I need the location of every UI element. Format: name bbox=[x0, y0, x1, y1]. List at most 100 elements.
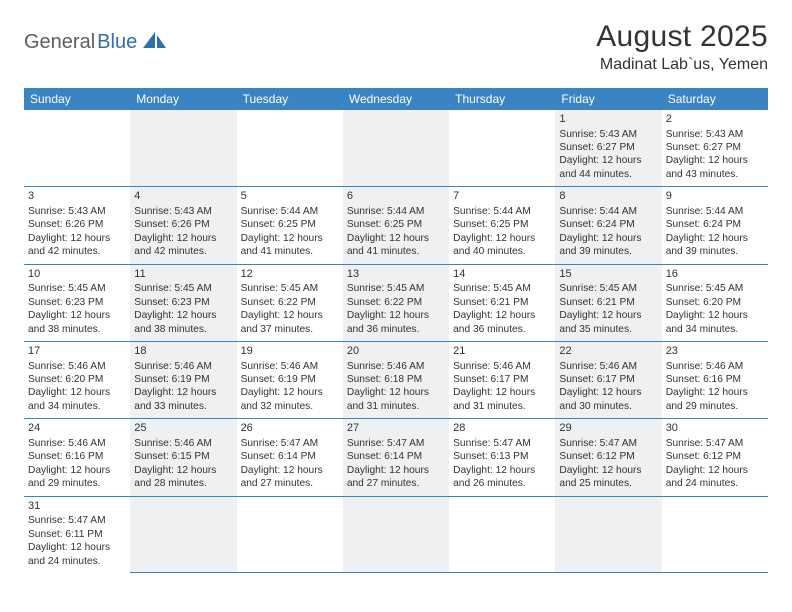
day-info: Sunrise: 5:46 AMSunset: 6:20 PMDaylight:… bbox=[28, 360, 126, 414]
day-info: Sunrise: 5:44 AMSunset: 6:25 PMDaylight:… bbox=[347, 205, 445, 259]
day-number: 11 bbox=[134, 267, 232, 282]
calendar-cell: 20Sunrise: 5:46 AMSunset: 6:18 PMDayligh… bbox=[343, 341, 449, 418]
day-info: Sunrise: 5:45 AMSunset: 6:22 PMDaylight:… bbox=[241, 282, 339, 336]
col-sunday: Sunday bbox=[24, 88, 130, 110]
calendar-cell: 4Sunrise: 5:43 AMSunset: 6:26 PMDaylight… bbox=[130, 187, 236, 264]
day-info: Sunrise: 5:43 AMSunset: 6:26 PMDaylight:… bbox=[28, 205, 126, 259]
day-number: 31 bbox=[28, 499, 126, 514]
day-info: Sunrise: 5:44 AMSunset: 6:25 PMDaylight:… bbox=[453, 205, 551, 259]
calendar-cell: 8Sunrise: 5:44 AMSunset: 6:24 PMDaylight… bbox=[555, 187, 661, 264]
day-info: Sunrise: 5:44 AMSunset: 6:24 PMDaylight:… bbox=[666, 205, 764, 259]
day-number: 16 bbox=[666, 267, 764, 282]
calendar-table: Sunday Monday Tuesday Wednesday Thursday… bbox=[24, 88, 768, 573]
day-info: Sunrise: 5:43 AMSunset: 6:27 PMDaylight:… bbox=[559, 128, 657, 182]
calendar-cell: 13Sunrise: 5:45 AMSunset: 6:22 PMDayligh… bbox=[343, 264, 449, 341]
location: Madinat Lab`us, Yemen bbox=[596, 56, 768, 74]
calendar-cell: 27Sunrise: 5:47 AMSunset: 6:14 PMDayligh… bbox=[343, 419, 449, 496]
calendar-cell: 15Sunrise: 5:45 AMSunset: 6:21 PMDayligh… bbox=[555, 264, 661, 341]
col-wednesday: Wednesday bbox=[343, 88, 449, 110]
calendar-body: 1Sunrise: 5:43 AMSunset: 6:27 PMDaylight… bbox=[24, 110, 768, 573]
calendar-row: 10Sunrise: 5:45 AMSunset: 6:23 PMDayligh… bbox=[24, 264, 768, 341]
day-info: Sunrise: 5:46 AMSunset: 6:19 PMDaylight:… bbox=[134, 360, 232, 414]
calendar-cell bbox=[449, 110, 555, 187]
calendar-row: 24Sunrise: 5:46 AMSunset: 6:16 PMDayligh… bbox=[24, 419, 768, 496]
calendar-cell: 24Sunrise: 5:46 AMSunset: 6:16 PMDayligh… bbox=[24, 419, 130, 496]
day-info: Sunrise: 5:45 AMSunset: 6:21 PMDaylight:… bbox=[559, 282, 657, 336]
calendar-cell: 16Sunrise: 5:45 AMSunset: 6:20 PMDayligh… bbox=[662, 264, 768, 341]
day-number: 3 bbox=[28, 189, 126, 204]
calendar-cell bbox=[343, 110, 449, 187]
calendar-cell: 5Sunrise: 5:44 AMSunset: 6:25 PMDaylight… bbox=[237, 187, 343, 264]
day-info: Sunrise: 5:46 AMSunset: 6:16 PMDaylight:… bbox=[666, 360, 764, 414]
calendar-cell: 14Sunrise: 5:45 AMSunset: 6:21 PMDayligh… bbox=[449, 264, 555, 341]
day-info: Sunrise: 5:47 AMSunset: 6:13 PMDaylight:… bbox=[453, 437, 551, 491]
calendar-cell bbox=[555, 496, 661, 573]
day-number: 9 bbox=[666, 189, 764, 204]
day-number: 10 bbox=[28, 267, 126, 282]
day-number: 12 bbox=[241, 267, 339, 282]
day-number: 19 bbox=[241, 344, 339, 359]
calendar-cell: 30Sunrise: 5:47 AMSunset: 6:12 PMDayligh… bbox=[662, 419, 768, 496]
day-number: 27 bbox=[347, 421, 445, 436]
calendar-cell: 31Sunrise: 5:47 AMSunset: 6:11 PMDayligh… bbox=[24, 496, 130, 573]
day-number: 20 bbox=[347, 344, 445, 359]
title-block: August 2025 Madinat Lab`us, Yemen bbox=[596, 20, 768, 74]
calendar-cell bbox=[449, 496, 555, 573]
day-number: 6 bbox=[347, 189, 445, 204]
day-info: Sunrise: 5:45 AMSunset: 6:23 PMDaylight:… bbox=[28, 282, 126, 336]
calendar-cell: 28Sunrise: 5:47 AMSunset: 6:13 PMDayligh… bbox=[449, 419, 555, 496]
col-tuesday: Tuesday bbox=[237, 88, 343, 110]
day-number: 23 bbox=[666, 344, 764, 359]
day-number: 17 bbox=[28, 344, 126, 359]
day-info: Sunrise: 5:46 AMSunset: 6:17 PMDaylight:… bbox=[559, 360, 657, 414]
day-info: Sunrise: 5:47 AMSunset: 6:12 PMDaylight:… bbox=[559, 437, 657, 491]
sail-icon bbox=[142, 30, 168, 55]
calendar-cell bbox=[237, 496, 343, 573]
calendar-cell: 19Sunrise: 5:46 AMSunset: 6:19 PMDayligh… bbox=[237, 341, 343, 418]
calendar-cell: 21Sunrise: 5:46 AMSunset: 6:17 PMDayligh… bbox=[449, 341, 555, 418]
header: GeneralBlue August 2025 Madinat Lab`us, … bbox=[24, 20, 768, 74]
day-info: Sunrise: 5:47 AMSunset: 6:11 PMDaylight:… bbox=[28, 514, 126, 568]
calendar-cell: 7Sunrise: 5:44 AMSunset: 6:25 PMDaylight… bbox=[449, 187, 555, 264]
calendar-cell: 3Sunrise: 5:43 AMSunset: 6:26 PMDaylight… bbox=[24, 187, 130, 264]
col-thursday: Thursday bbox=[449, 88, 555, 110]
col-saturday: Saturday bbox=[662, 88, 768, 110]
day-info: Sunrise: 5:44 AMSunset: 6:24 PMDaylight:… bbox=[559, 205, 657, 259]
calendar-cell: 23Sunrise: 5:46 AMSunset: 6:16 PMDayligh… bbox=[662, 341, 768, 418]
logo-text-general: General bbox=[24, 31, 95, 54]
day-number: 8 bbox=[559, 189, 657, 204]
calendar-cell: 9Sunrise: 5:44 AMSunset: 6:24 PMDaylight… bbox=[662, 187, 768, 264]
day-number: 21 bbox=[453, 344, 551, 359]
day-number: 14 bbox=[453, 267, 551, 282]
day-info: Sunrise: 5:45 AMSunset: 6:22 PMDaylight:… bbox=[347, 282, 445, 336]
day-info: Sunrise: 5:45 AMSunset: 6:21 PMDaylight:… bbox=[453, 282, 551, 336]
day-number: 30 bbox=[666, 421, 764, 436]
day-number: 22 bbox=[559, 344, 657, 359]
calendar-cell: 22Sunrise: 5:46 AMSunset: 6:17 PMDayligh… bbox=[555, 341, 661, 418]
calendar-cell bbox=[130, 496, 236, 573]
day-number: 4 bbox=[134, 189, 232, 204]
calendar-cell: 1Sunrise: 5:43 AMSunset: 6:27 PMDaylight… bbox=[555, 110, 661, 187]
day-info: Sunrise: 5:45 AMSunset: 6:20 PMDaylight:… bbox=[666, 282, 764, 336]
day-info: Sunrise: 5:46 AMSunset: 6:15 PMDaylight:… bbox=[134, 437, 232, 491]
day-info: Sunrise: 5:45 AMSunset: 6:23 PMDaylight:… bbox=[134, 282, 232, 336]
day-info: Sunrise: 5:43 AMSunset: 6:27 PMDaylight:… bbox=[666, 128, 764, 182]
calendar-header-row: Sunday Monday Tuesday Wednesday Thursday… bbox=[24, 88, 768, 110]
calendar-cell: 26Sunrise: 5:47 AMSunset: 6:14 PMDayligh… bbox=[237, 419, 343, 496]
day-info: Sunrise: 5:46 AMSunset: 6:16 PMDaylight:… bbox=[28, 437, 126, 491]
col-friday: Friday bbox=[555, 88, 661, 110]
calendar-cell: 17Sunrise: 5:46 AMSunset: 6:20 PMDayligh… bbox=[24, 341, 130, 418]
day-number: 28 bbox=[453, 421, 551, 436]
calendar-cell bbox=[130, 110, 236, 187]
calendar-cell: 11Sunrise: 5:45 AMSunset: 6:23 PMDayligh… bbox=[130, 264, 236, 341]
calendar-row: 31Sunrise: 5:47 AMSunset: 6:11 PMDayligh… bbox=[24, 496, 768, 573]
day-number: 29 bbox=[559, 421, 657, 436]
day-info: Sunrise: 5:43 AMSunset: 6:26 PMDaylight:… bbox=[134, 205, 232, 259]
calendar-cell bbox=[343, 496, 449, 573]
calendar-cell bbox=[237, 110, 343, 187]
calendar-cell: 6Sunrise: 5:44 AMSunset: 6:25 PMDaylight… bbox=[343, 187, 449, 264]
day-number: 15 bbox=[559, 267, 657, 282]
day-number: 1 bbox=[559, 112, 657, 127]
day-info: Sunrise: 5:47 AMSunset: 6:12 PMDaylight:… bbox=[666, 437, 764, 491]
calendar-row: 17Sunrise: 5:46 AMSunset: 6:20 PMDayligh… bbox=[24, 341, 768, 418]
